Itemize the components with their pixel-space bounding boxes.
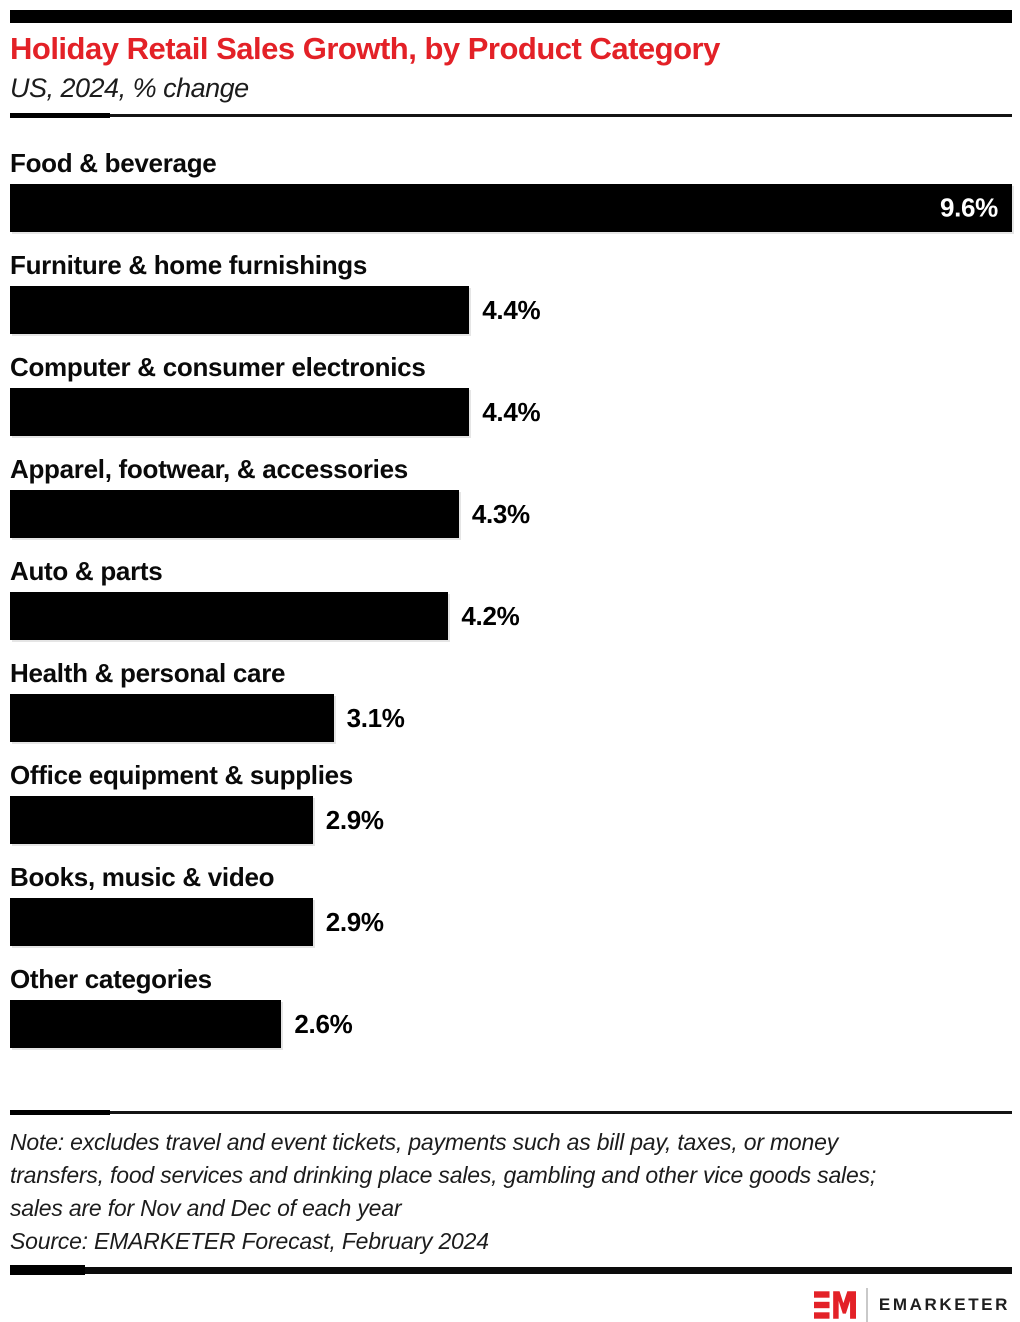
chart-subtitle: US, 2024, % change	[10, 73, 249, 103]
category-label: Computer & consumer electronics	[10, 352, 426, 382]
category-label: Auto & parts	[10, 556, 163, 586]
category-label: Food & beverage	[10, 148, 217, 178]
bar-row: Health & personal care 3.1%	[10, 656, 1012, 742]
bar	[10, 286, 470, 334]
bar-row: Food & beverage 9.6%	[10, 146, 1012, 232]
source-text: Source: EMARKETER Forecast, February 202…	[10, 1228, 489, 1254]
bar-row: Furniture & home furnishings 4.4%	[10, 248, 1012, 334]
category-label: Other categories	[10, 964, 212, 994]
bar	[10, 694, 334, 742]
header-rule	[10, 113, 1012, 118]
category-label: Health & personal care	[10, 658, 286, 688]
value-label: 3.1%	[346, 702, 405, 733]
category-label: Furniture & home furnishings	[10, 250, 368, 280]
bar-row: Auto & parts 4.2%	[10, 554, 1012, 640]
chart-title: Holiday Retail Sales Growth, by Product …	[10, 31, 720, 66]
bar-line: 4.3%	[10, 490, 1012, 538]
top-accent-bar	[10, 10, 1012, 23]
brand-name: EMARKETER	[878, 1295, 1010, 1314]
bar-line: 4.4%	[10, 286, 1012, 334]
bar-row: Other categories 2.6%	[10, 962, 1012, 1048]
bar	[10, 796, 313, 844]
footer-bar	[10, 1265, 1012, 1275]
bar	[10, 592, 449, 640]
bar-line: 3.1%	[10, 694, 1012, 742]
value-label: 4.4%	[482, 396, 541, 427]
category-label: Office equipment & supplies	[10, 760, 353, 790]
bar-line: 2.6%	[10, 1000, 1012, 1048]
bar-row: Computer & consumer electronics 4.4%	[10, 350, 1012, 436]
bar-line: 9.6%	[10, 184, 1012, 232]
bar-line: 4.2%	[10, 592, 1012, 640]
category-label: Books, music & video	[10, 862, 275, 892]
bar	[10, 184, 1012, 232]
bar-line: 2.9%	[10, 898, 1012, 946]
bar-line: 4.4%	[10, 388, 1012, 436]
note-text: Note: excludes travel and event tickets,…	[10, 1129, 877, 1221]
header-rule-thin	[10, 114, 1012, 117]
bar	[10, 490, 459, 538]
bar-row: Books, music & video 2.9%	[10, 860, 1012, 946]
value-label: 4.3%	[471, 498, 530, 529]
value-label: 4.4%	[482, 294, 541, 325]
bar	[10, 1000, 282, 1048]
bar	[10, 388, 470, 436]
header-rule-thick	[10, 113, 110, 118]
note-rule-thick	[10, 1110, 110, 1115]
value-label: 2.6%	[294, 1008, 353, 1039]
value-label: 2.9%	[325, 804, 384, 835]
brand-row: EMARKETER	[10, 1288, 1012, 1322]
value-label: 9.6%	[939, 192, 998, 223]
value-label: 2.9%	[325, 906, 384, 937]
bar	[10, 898, 313, 946]
bar-chart: Food & beverage 9.6% Furniture & home fu…	[10, 146, 1012, 1048]
bar-line: 2.9%	[10, 796, 1012, 844]
brand-divider	[865, 1288, 868, 1322]
value-label: 4.2%	[461, 600, 520, 631]
footer-bar-thick	[10, 1265, 85, 1275]
note-block: Note: excludes travel and event tickets,…	[10, 1110, 1012, 1258]
category-label: Apparel, footwear, & accessories	[10, 454, 408, 484]
note-rule	[10, 1110, 1012, 1115]
bar-row: Office equipment & supplies 2.9%	[10, 758, 1012, 844]
bar-row: Apparel, footwear, & accessories 4.3%	[10, 452, 1012, 538]
footer-bar-thin	[85, 1267, 1012, 1274]
note-rule-thin	[10, 1111, 1012, 1114]
